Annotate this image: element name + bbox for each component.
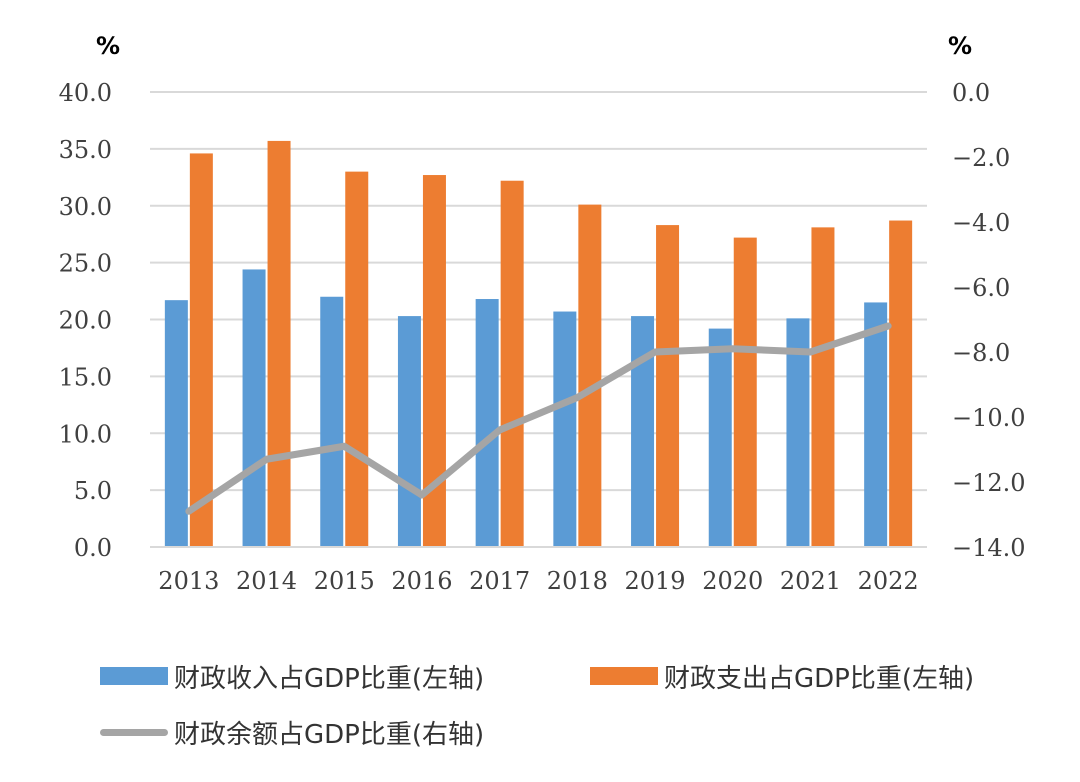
right-tick-label: −6.0 <box>952 274 1010 302</box>
legend-label-balance: 财政余额占GDP比重(右轴) <box>174 719 485 750</box>
balance-line <box>185 322 892 515</box>
legend-swatch-balance <box>100 728 168 736</box>
left-tick-label: 15.0 <box>59 363 112 391</box>
bars <box>164 140 913 548</box>
x-tick-label: 2018 <box>547 567 608 595</box>
left-tick-label: 10.0 <box>59 420 112 448</box>
bar-revenue <box>475 299 499 547</box>
left-tick-label: 30.0 <box>59 193 112 221</box>
x-tick-label: 2016 <box>391 567 452 595</box>
left-tick-label: 5.0 <box>74 477 112 505</box>
gridlines <box>150 91 927 492</box>
legend-label-expenditure: 财政支出占GDP比重(左轴) <box>664 663 975 694</box>
bar-expenditure <box>811 227 835 548</box>
bar-revenue <box>786 318 810 547</box>
right-axis-ticks: −14.0 −12.0 −10.0 −8.0 −6.0 −4.0 −2.0 0.0 <box>952 79 1026 562</box>
bar-expenditure <box>422 175 446 547</box>
x-tick-label: 2020 <box>702 567 763 595</box>
left-tick-label: 25.0 <box>59 250 112 278</box>
bar-expenditure <box>500 180 524 547</box>
legend-item-revenue: 财政收入占GDP比重(左轴) <box>100 652 484 700</box>
bar-revenue <box>708 328 732 547</box>
bar-expenditure <box>733 237 757 547</box>
x-tick-label: 2019 <box>625 567 686 595</box>
left-tick-label: 20.0 <box>59 307 112 335</box>
right-axis-unit: % <box>948 32 972 60</box>
bar-revenue <box>631 316 655 547</box>
bar-expenditure <box>578 204 602 548</box>
bar-revenue <box>320 296 344 547</box>
legend-item-expenditure: 财政支出占GDP比重(左轴) <box>590 652 974 700</box>
legend-item-balance: 财政余额占GDP比重(右轴) <box>100 708 484 756</box>
x-tick-label: 2021 <box>780 567 841 595</box>
x-tick-label: 2014 <box>236 567 297 595</box>
balance-line-series <box>185 322 892 515</box>
x-tick-label: 2015 <box>314 567 375 595</box>
right-tick-label: −2.0 <box>952 144 1010 172</box>
left-tick-label: 40.0 <box>59 79 112 107</box>
right-tick-label: −4.0 <box>952 209 1010 237</box>
right-tick-label: −12.0 <box>952 469 1026 497</box>
x-tick-label: 2022 <box>858 567 919 595</box>
right-tick-label: −10.0 <box>952 404 1026 432</box>
right-tick-label: 0.0 <box>952 79 990 107</box>
legend-swatch-revenue <box>100 667 168 685</box>
bar-revenue <box>864 302 888 547</box>
bar-expenditure <box>656 225 680 547</box>
bar-expenditure <box>267 140 291 547</box>
legend-label-revenue: 财政收入占GDP比重(左轴) <box>174 663 485 694</box>
bar-expenditure <box>345 171 369 547</box>
x-tick-label: 2017 <box>469 567 530 595</box>
left-axis-ticks: 0.0 5.0 10.0 15.0 20.0 25.0 30.0 35.0 40.0 <box>59 79 112 562</box>
left-axis-unit: % <box>96 32 120 60</box>
left-tick-label: 35.0 <box>59 136 112 164</box>
bar-expenditure <box>189 153 213 548</box>
right-tick-label: −14.0 <box>952 534 1026 562</box>
bar-revenue <box>553 311 577 547</box>
bar-revenue <box>164 300 188 547</box>
right-tick-label: −8.0 <box>952 339 1010 367</box>
bar-revenue <box>397 316 421 547</box>
bar-expenditure <box>889 220 913 547</box>
x-tick-label: 2013 <box>158 567 219 595</box>
x-axis-ticks: 2013 2014 2015 2016 2017 2018 2019 2020 2021 2022 <box>158 567 918 595</box>
bar-revenue <box>242 269 266 547</box>
left-tick-label: 0.0 <box>74 534 112 562</box>
legend-swatch-expenditure <box>590 667 658 685</box>
